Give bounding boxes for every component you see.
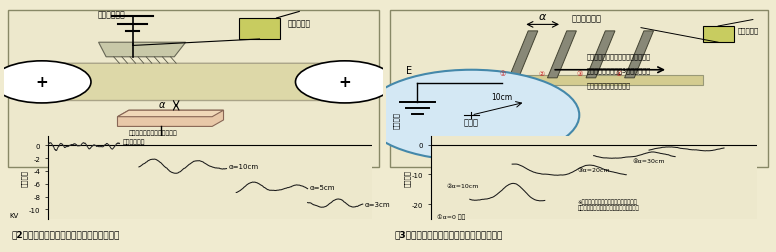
Text: ③α=20cm: ③α=20cm [577,167,610,172]
Text: α: α [539,12,546,22]
Polygon shape [586,32,615,79]
Text: 帯電電圧計: 帯電電圧計 [737,27,759,34]
Text: α: α [158,99,165,109]
Text: E: E [406,65,412,75]
FancyBboxPatch shape [239,19,280,40]
Text: 第3図：ロールの影響による静電気除去効果: 第3図：ロールの影響による静電気除去効果 [394,230,503,238]
Text: ①α=0 直上: ①α=0 直上 [437,213,466,219]
Circle shape [363,71,579,161]
Text: 良好な除去が出来ます。: 良好な除去が出来ます。 [587,82,631,88]
Text: 合板又は鉄板などの機械部分: 合板又は鉄板などの機械部分 [129,130,178,136]
Text: 10cm: 10cm [491,92,513,101]
Text: ④α=30cm: ④α=30cm [632,158,665,163]
Polygon shape [53,64,341,101]
Text: ③α=20cm: ③α=20cm [533,149,567,155]
FancyBboxPatch shape [703,27,733,43]
Text: ※ロールや機械部分と、ノンスパークの
設置距離により、除去効果は異なります。: ※ロールや機械部分と、ノンスパークの 設置距離により、除去効果は異なります。 [577,199,639,210]
Text: KV: KV [9,212,19,218]
Text: ④: ④ [615,71,622,77]
Polygon shape [117,111,223,127]
Y-axis label: 残留電圧: 残留電圧 [404,169,411,186]
Text: +: + [36,75,48,90]
Text: ノンスパーク: ノンスパーク [97,11,125,20]
Circle shape [0,61,91,104]
Polygon shape [547,32,577,79]
Polygon shape [625,32,653,79]
Text: ②α=10cm: ②α=10cm [447,184,480,188]
Text: 第2図：接地体の近傍による静電気除去効果: 第2図：接地体の近傍による静電気除去効果 [12,230,120,238]
Text: ノンスパークをスライドさせた場合: ノンスパークをスライドさせた場合 [587,53,651,59]
Circle shape [296,61,394,104]
FancyBboxPatch shape [502,76,703,86]
Text: α=5cm: α=5cm [309,184,334,190]
Text: +: + [338,75,351,90]
Text: ②: ② [539,71,545,77]
Polygon shape [99,43,185,57]
Polygon shape [117,111,223,117]
Text: ノンスパーク: ノンスパーク [572,15,602,24]
Text: α=3cm: α=3cm [365,202,390,207]
Text: 残留電圧: 残留電圧 [393,112,400,129]
Polygon shape [509,32,538,79]
Text: 機械部分なし: 機械部分なし [123,139,145,144]
FancyBboxPatch shape [8,11,379,167]
Text: ④α=30cm: ④α=30cm [587,159,622,165]
Text: α=10cm: α=10cm [228,163,258,169]
Text: ③: ③ [577,71,583,77]
Text: つまりロール半径の3倍以上離すと: つまりロール半径の3倍以上離すと [587,67,651,74]
Text: 帯電電圧計: 帯電電圧計 [288,19,311,28]
Text: ロール: ロール [464,118,479,127]
Y-axis label: 残留電圧: 残留電圧 [21,169,28,186]
FancyBboxPatch shape [390,11,768,167]
Text: ①: ① [500,71,506,77]
